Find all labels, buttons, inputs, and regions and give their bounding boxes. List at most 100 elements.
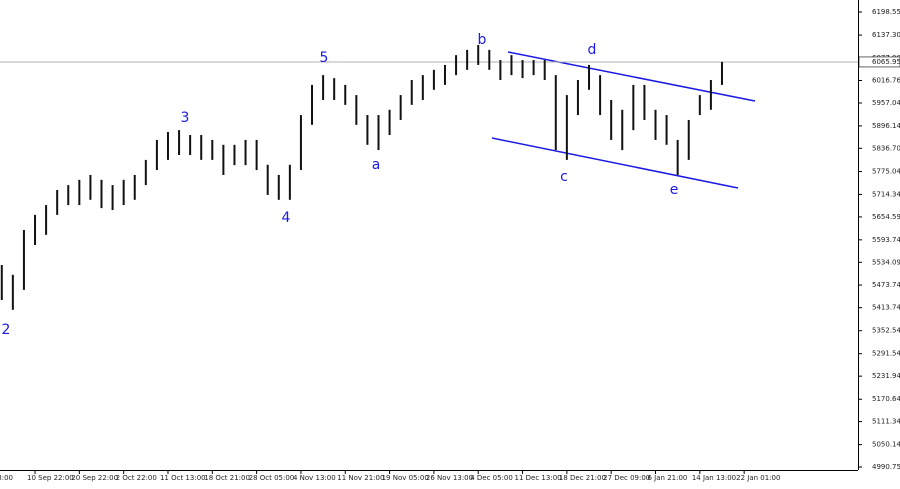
price-bar — [244, 139, 247, 166]
price-bar — [610, 99, 613, 140]
price-bar — [311, 84, 314, 125]
price-bar — [133, 174, 136, 200]
price-bar — [621, 109, 624, 151]
price-bar — [466, 49, 469, 70]
x-tick-label: 20 Sep 22:00 — [71, 474, 118, 482]
price-bar — [554, 75, 557, 151]
wave-label: 5 — [320, 50, 329, 66]
x-tick-label: 14 Jan 13:00 — [692, 474, 736, 482]
price-bar — [477, 44, 480, 65]
price-bar — [288, 164, 291, 200]
y-tick-label: 5473.74 — [872, 281, 900, 289]
y-tick-label: 5291.54 — [872, 350, 900, 358]
y-tick-label: 5050.14 — [872, 441, 900, 449]
y-tick-label: 5231.94 — [872, 372, 900, 380]
price-bar — [399, 95, 402, 120]
price-bar — [11, 274, 14, 310]
price-bar — [565, 95, 568, 160]
price-bar — [144, 159, 147, 186]
x-tick-label: 28 Oct 05:00 — [249, 474, 295, 482]
price-bar — [67, 185, 70, 206]
price-bar — [643, 84, 646, 120]
price-bar — [211, 139, 214, 160]
price-bar — [443, 64, 446, 85]
y-tick-label: 6198.55 — [872, 8, 900, 16]
x-tick-label: 19 Nov 05:00 — [382, 474, 429, 482]
price-bar — [322, 75, 325, 100]
y-tick-label: 5170.64 — [872, 395, 900, 403]
x-tick-label: 4 Nov 13:00 — [293, 474, 336, 482]
price-bar — [22, 229, 25, 290]
price-bar — [266, 164, 269, 195]
price-bar — [178, 130, 181, 155]
y-tick-label: 4990.75 — [872, 463, 900, 471]
price-bar — [344, 84, 347, 105]
price-bar — [233, 144, 236, 166]
x-tick-label: 8:00 — [0, 474, 13, 482]
x-tick-label: 11 Dec 13:00 — [515, 474, 562, 482]
x-tick-label: 6 Jan 21:00 — [648, 474, 688, 482]
price-bar — [122, 179, 125, 206]
price-bar — [34, 214, 37, 246]
price-bar — [388, 109, 391, 136]
price-bar — [588, 64, 591, 90]
price-bar — [333, 78, 336, 100]
channel-lower — [491, 137, 739, 189]
price-bar — [432, 69, 435, 90]
price-bar — [665, 115, 668, 145]
wave-label: e — [670, 182, 679, 198]
y-tick-label: 6016.76 — [872, 76, 900, 84]
wave-label: d — [588, 42, 597, 58]
price-bar — [277, 174, 280, 200]
price-bar — [100, 179, 103, 209]
y-tick-label: 5714.34 — [872, 190, 900, 198]
price-bar — [166, 132, 169, 160]
price-bar — [488, 49, 491, 70]
price-bar — [155, 139, 158, 171]
price-bar — [676, 139, 679, 175]
y-tick-label: 5775.04 — [872, 168, 900, 176]
price-bar — [377, 115, 380, 151]
y-tick-label: 5413.74 — [872, 304, 900, 312]
price-bar — [111, 185, 114, 210]
wave-label: b — [478, 32, 487, 48]
x-tick-label: 27 Dec 09:00 — [603, 474, 650, 482]
price-bar — [543, 60, 546, 81]
price-bar — [56, 190, 59, 215]
price-bar — [189, 135, 192, 155]
x-tick-label: 26 Nov 13:00 — [426, 474, 473, 482]
wave-label: 4 — [282, 210, 291, 226]
price-bar — [632, 84, 635, 131]
y-tick-label: 5534.09 — [872, 258, 900, 266]
y-tick-label: 5111.34 — [872, 418, 900, 426]
price-bar — [89, 174, 92, 200]
price-bar — [0, 264, 3, 301]
price-bar — [45, 205, 48, 235]
wave-label: c — [560, 169, 568, 185]
price-bar — [355, 95, 358, 125]
price-bar — [510, 55, 513, 76]
x-tick-label: 11 Oct 13:00 — [160, 474, 206, 482]
price-bar — [222, 144, 225, 175]
price-bar — [410, 80, 413, 105]
channel-upper — [507, 51, 756, 102]
x-tick-label: 4 Dec 05:00 — [470, 474, 513, 482]
x-tick-label: 11 Nov 21:00 — [337, 474, 384, 482]
price-bar — [654, 109, 657, 140]
y-tick-label: 5957.04 — [872, 99, 900, 107]
last-price-box — [858, 56, 900, 68]
price-bar — [532, 60, 535, 76]
x-tick-label: 18 Dec 21:00 — [559, 474, 606, 482]
y-tick-label: 5896.14 — [872, 122, 900, 130]
y-tick-label: 5654.59 — [872, 213, 900, 221]
price-bar — [599, 75, 602, 116]
price-bar — [200, 135, 203, 160]
y-tick-label: 5593.74 — [872, 236, 900, 244]
price-bar — [255, 139, 258, 171]
price-bar — [455, 55, 458, 76]
price-bar — [521, 60, 524, 79]
wave-label: 2 — [2, 322, 11, 338]
y-tick-label: 5352.54 — [872, 327, 900, 335]
price-bar — [576, 80, 579, 116]
price-bar — [78, 179, 81, 206]
